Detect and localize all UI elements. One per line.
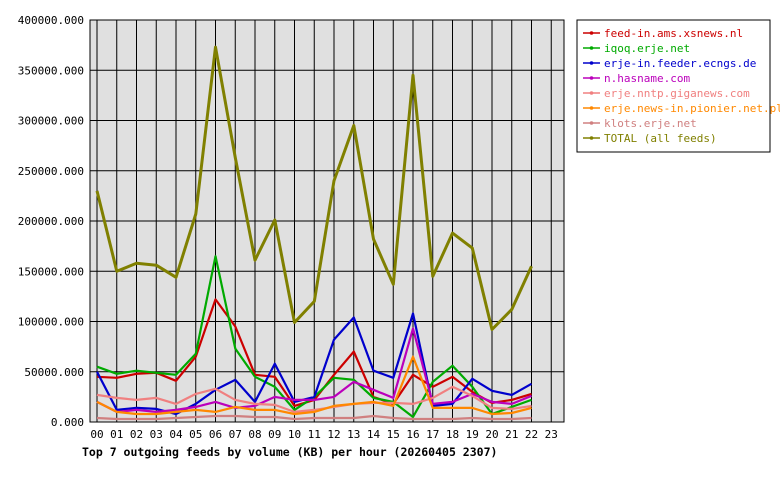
x-tick-label: 08 <box>248 428 261 441</box>
x-tick-label: 22 <box>525 428 538 441</box>
legend-marker <box>589 91 594 95</box>
series-line <box>96 327 532 413</box>
x-tick-label: 09 <box>268 428 281 441</box>
legend-marker <box>589 136 594 140</box>
x-tick-label: 10 <box>288 428 301 441</box>
x-tick-label: 11 <box>308 428 321 441</box>
y-tick-label: 0.000 <box>51 416 84 429</box>
legend-label: erje-in.feeder.ecngs.de <box>604 57 756 70</box>
x-tick-label: 05 <box>189 428 202 441</box>
x-tick-label: 01 <box>110 428 123 441</box>
legend-label: klots.erje.net <box>604 117 697 130</box>
plot-frame <box>89 19 565 423</box>
x-tick-label: 19 <box>466 428 479 441</box>
x-tick-label: 03 <box>150 428 163 441</box>
x-tick-label: 18 <box>446 428 459 441</box>
x-tick-label: 07 <box>229 428 242 441</box>
legend-marker <box>589 31 594 35</box>
legend-label: n.hasname.com <box>604 72 690 85</box>
legend-marker <box>589 76 594 80</box>
y-tick-label: 50000.000 <box>24 366 84 379</box>
x-tick-label: 12 <box>327 428 340 441</box>
y-tick-label: 150000.000 <box>18 265 84 278</box>
y-tick-label: 400000.000 <box>18 14 84 27</box>
legend-marker <box>589 61 594 65</box>
y-tick-label: 100000.000 <box>18 316 84 329</box>
x-tick-label: 06 <box>209 428 222 441</box>
y-tick-label: 200000.000 <box>18 215 84 228</box>
legend-label: erje.nntp.giganews.com <box>604 87 750 100</box>
legend-label: feed-in.ams.xsnews.nl <box>604 27 743 40</box>
y-tick-label: 300000.000 <box>18 115 84 128</box>
x-tick-label: 15 <box>387 428 400 441</box>
chart-title: Top 7 outgoing feeds by volume (KB) per … <box>82 445 497 459</box>
series-line <box>96 355 532 416</box>
x-tick-label: 14 <box>367 428 381 441</box>
x-tick-label: 17 <box>426 428 439 441</box>
legend-marker <box>589 46 594 50</box>
x-tick-label: 16 <box>406 428 419 441</box>
x-tick-label: 00 <box>90 428 103 441</box>
x-tick-label: 04 <box>169 428 183 441</box>
legend-marker <box>589 106 594 110</box>
legend: feed-in.ams.xsnews.nl iqoq.erje.net erje-i… <box>576 19 780 153</box>
legend-label: erje.news-in.pionier.net.pl <box>604 102 780 115</box>
legend-box <box>576 19 771 153</box>
x-axis: 00 01 02 03 04 05 06 07 08 09 10 11 12 13 14 15 16 17 18 19… <box>90 428 558 441</box>
legend-label: TOTAL (all feeds) <box>604 132 717 145</box>
series-line <box>95 45 533 331</box>
y-tick-label: 250000.000 <box>18 165 84 178</box>
series-line <box>96 385 532 413</box>
y-tick-label: 350000.000 <box>18 64 84 77</box>
y-axis: 0.000 50000.000 100000.000 150000.000 200000… <box>18 14 84 429</box>
x-tick-label: 23 <box>545 428 558 441</box>
series-lines <box>95 45 533 421</box>
x-tick-label: 20 <box>485 428 498 441</box>
legend-label: iqoq.erje.net <box>604 42 690 55</box>
x-tick-label: 13 <box>347 428 360 441</box>
x-tick-label: 21 <box>505 428 518 441</box>
series-line <box>96 414 532 421</box>
x-tick-label: 02 <box>130 428 143 441</box>
legend-marker <box>589 121 594 125</box>
